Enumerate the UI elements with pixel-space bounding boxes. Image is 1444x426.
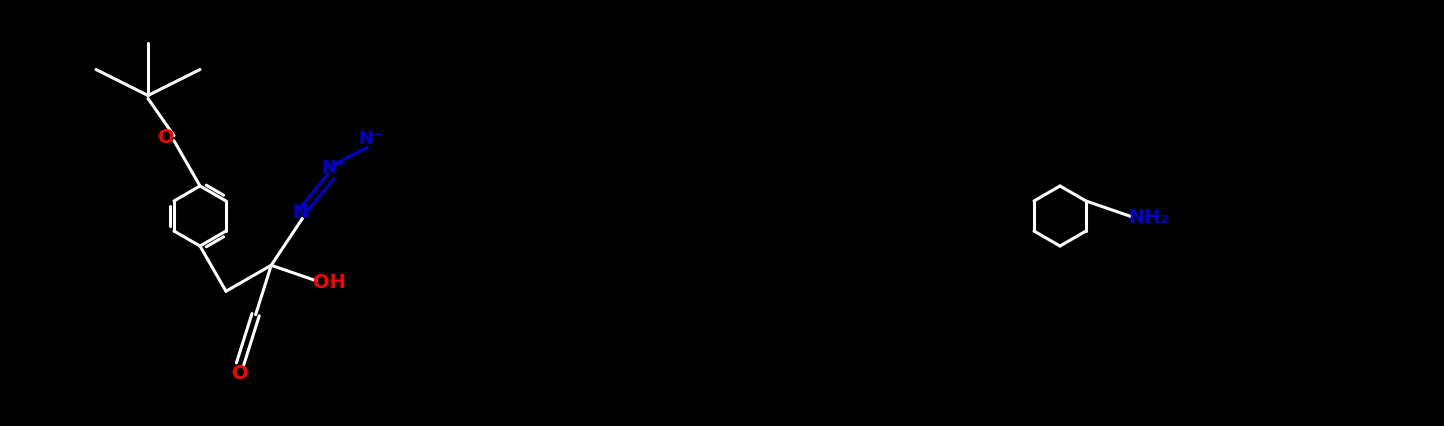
Text: N⁺: N⁺ bbox=[322, 159, 347, 177]
Text: NH₂: NH₂ bbox=[1129, 208, 1170, 227]
Text: O: O bbox=[157, 128, 175, 147]
Text: O: O bbox=[231, 363, 248, 383]
Text: OH: OH bbox=[313, 273, 347, 292]
Text: N: N bbox=[292, 203, 309, 222]
Text: N⁻: N⁻ bbox=[358, 130, 383, 148]
